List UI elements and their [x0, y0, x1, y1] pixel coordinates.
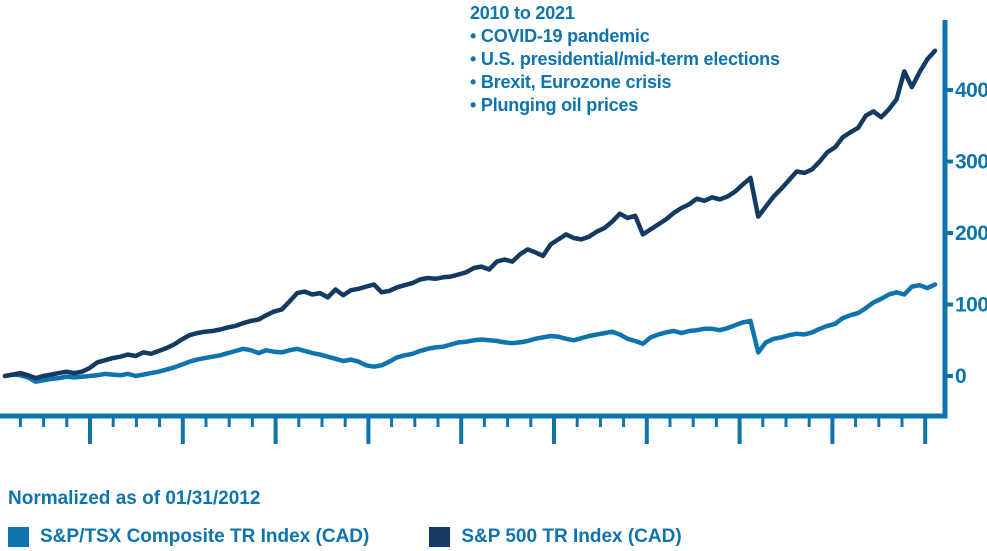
chart-annotation: 2010 to 2021 • COVID-19 pandemic • U.S. … [470, 2, 780, 117]
tsx-swatch-icon [8, 527, 29, 547]
y-axis-tick-label: 300 [955, 151, 987, 174]
annotation-bullet: • Plunging oil prices [470, 95, 639, 115]
legend-item-tsx: S&P/TSX Composite TR Index (CAD) [8, 526, 369, 548]
annotation-bullet: • U.S. presidential/mid-term elections [470, 49, 780, 69]
annotation-bullet: • Brexit, Eurozone crisis [470, 72, 672, 92]
annotation-bullet: • COVID-19 pandemic [470, 26, 650, 46]
legend-item-sp500: S&P 500 TR Index (CAD) [429, 526, 682, 548]
chart-legend: S&P/TSX Composite TR Index (CAD) S&P 500… [8, 526, 682, 548]
chart-canvas: 0 100 200 300 400 [0, 20, 987, 444]
axis-frame [0, 20, 948, 419]
y-axis-tick-label: 100 [955, 294, 987, 317]
y-axis-tick-label: 0 [955, 365, 966, 388]
series-line-tsx [2, 282, 938, 384]
y-axis-tick-label: 200 [955, 222, 987, 245]
annotation-title: 2010 to 2021 [470, 3, 575, 23]
sp500-swatch-icon [429, 527, 451, 547]
legend-label-sp500: S&P 500 TR Index (CAD) [461, 526, 682, 547]
legend-label-tsx: S&P/TSX Composite TR Index (CAD) [40, 526, 370, 547]
normalized-note: Normalized as of 01/31/2012 [8, 488, 261, 509]
y-axis-tick-label: 400 [955, 79, 987, 102]
series-line-sp500 [2, 48, 938, 381]
